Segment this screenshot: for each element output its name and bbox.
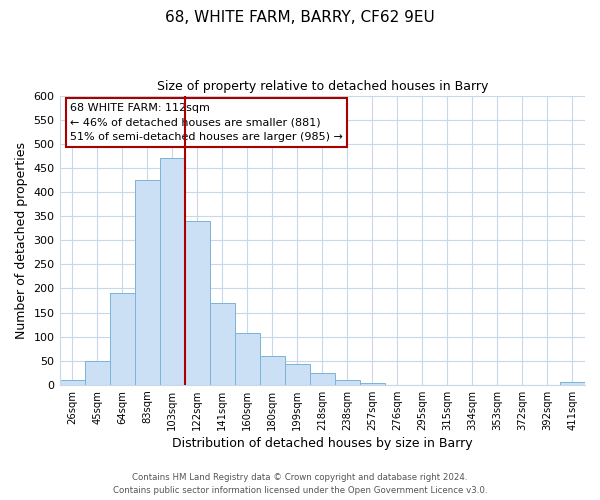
- Bar: [110, 293, 134, 385]
- Y-axis label: Number of detached properties: Number of detached properties: [15, 142, 28, 338]
- X-axis label: Distribution of detached houses by size in Barry: Distribution of detached houses by size …: [172, 437, 473, 450]
- Text: Contains HM Land Registry data © Crown copyright and database right 2024.
Contai: Contains HM Land Registry data © Crown c…: [113, 474, 487, 495]
- Text: 68 WHITE FARM: 112sqm
← 46% of detached houses are smaller (881)
51% of semi-det: 68 WHITE FARM: 112sqm ← 46% of detached …: [70, 103, 343, 142]
- Bar: [360, 384, 385, 385]
- Bar: [310, 373, 335, 385]
- Text: 68, WHITE FARM, BARRY, CF62 9EU: 68, WHITE FARM, BARRY, CF62 9EU: [165, 10, 435, 25]
- Bar: [185, 221, 209, 385]
- Bar: [59, 380, 85, 385]
- Bar: [160, 158, 185, 385]
- Bar: [260, 356, 285, 385]
- Bar: [209, 303, 235, 385]
- Bar: [85, 360, 110, 385]
- Bar: [335, 380, 360, 385]
- Bar: [235, 333, 260, 385]
- Bar: [560, 382, 585, 385]
- Title: Size of property relative to detached houses in Barry: Size of property relative to detached ho…: [157, 80, 488, 93]
- Bar: [134, 180, 160, 385]
- Bar: [285, 364, 310, 385]
